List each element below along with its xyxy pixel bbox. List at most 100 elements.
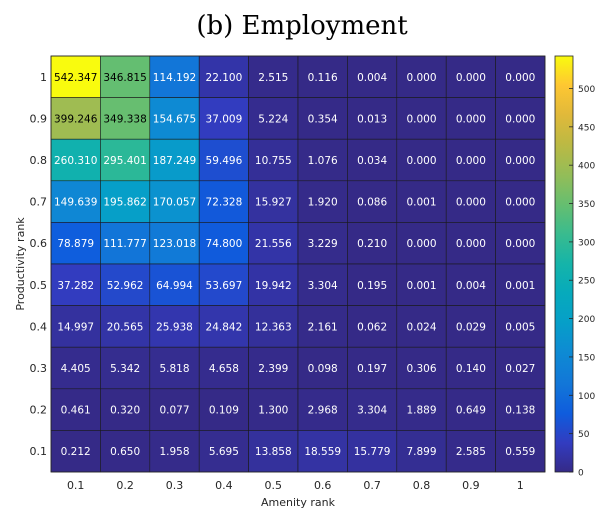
- heatmap-cell-label: 542.347: [54, 72, 97, 84]
- heatmap-cell-label: 78.879: [57, 238, 94, 250]
- heatmap-cell-label: 0.001: [505, 280, 535, 292]
- heatmap-cell: [100, 222, 151, 265]
- heatmap-cell-label: 0.212: [61, 446, 91, 458]
- heatmap-cell: [297, 222, 348, 265]
- heatmap-cell-label: 5.695: [209, 446, 239, 458]
- heatmap-cell-label: 2.161: [308, 321, 338, 333]
- heatmap-cell: [396, 430, 447, 473]
- heatmap-cell-label: 2.968: [308, 405, 338, 417]
- y-tick-label: 0.2: [30, 404, 48, 417]
- heatmap-cell-label: 64.994: [156, 280, 193, 292]
- heatmap-cell: [297, 430, 348, 473]
- heatmap-cell: [149, 138, 200, 182]
- heatmap-cell: [445, 430, 496, 473]
- x-tick-label: 0.2: [116, 479, 134, 492]
- heatmap-cell-label: 5.342: [110, 363, 140, 375]
- heatmap-cell: [198, 55, 249, 98]
- heatmap-cell-label: 0.013: [357, 113, 387, 125]
- heatmap-cell: [198, 263, 249, 306]
- heatmap-cell-label: 0.000: [456, 72, 486, 84]
- heatmap-cell: [347, 180, 398, 223]
- heatmap-cell-label: 52.962: [107, 280, 144, 292]
- heatmap-cell: [347, 305, 398, 348]
- heatmap-cell-label: 25.938: [156, 321, 193, 333]
- heatmap-cell: [495, 222, 546, 265]
- heatmap-cell: [198, 430, 249, 473]
- heatmap-cell-label: 4.658: [209, 363, 239, 375]
- x-tick-label: 0.1: [67, 479, 85, 492]
- heatmap-cell: [445, 222, 496, 265]
- heatmap-cell-label: 349.338: [103, 113, 146, 125]
- y-tick-label: 0.3: [30, 362, 48, 375]
- heatmap-cell-label: 14.997: [57, 321, 94, 333]
- heatmap-cell: [396, 138, 447, 182]
- heatmap-cell-label: 0.210: [357, 238, 387, 250]
- heatmap-cell: [149, 346, 200, 390]
- x-tick-label: 0.8: [413, 479, 431, 492]
- heatmap-cell: [50, 430, 101, 473]
- heatmap-cell-label: 0.077: [159, 405, 189, 417]
- heatmap-cell-label: 5.224: [258, 113, 288, 125]
- y-tick-label: 0.9: [30, 112, 48, 125]
- heatmap-cell: [149, 263, 200, 306]
- heatmap-cell-label: 53.697: [206, 280, 243, 292]
- heatmap-cell-label: 0.004: [456, 280, 486, 292]
- heatmap-cell-label: 37.009: [206, 113, 243, 125]
- heatmap-cell-label: 1.889: [406, 405, 436, 417]
- heatmap-cell: [445, 346, 496, 390]
- heatmap-cell-label: 170.057: [153, 197, 196, 209]
- heatmap-cell: [347, 346, 398, 390]
- heatmap-cell-label: 0.138: [505, 405, 535, 417]
- heatmap-cell-label: 3.229: [308, 238, 338, 250]
- y-tick-label: 0.6: [30, 237, 48, 250]
- heatmap-cell: [396, 97, 447, 140]
- heatmap-cell-label: 0.034: [357, 155, 387, 167]
- x-tick-label: 0.5: [265, 479, 283, 492]
- heatmap-cell: [248, 263, 299, 306]
- heatmap-cell: [149, 97, 200, 140]
- heatmap-cell: [248, 388, 299, 431]
- heatmap-cell: [297, 97, 348, 140]
- heatmap-cell-label: 0.195: [357, 280, 387, 292]
- heatmap-cell-label: 13.858: [255, 446, 292, 458]
- heatmap-cell-label: 59.496: [206, 155, 243, 167]
- heatmap-cell-label: 0.024: [406, 321, 436, 333]
- heatmap-cell-label: 0.004: [357, 72, 387, 84]
- heatmap-cell: [198, 97, 249, 140]
- heatmap-cell: [445, 263, 496, 306]
- heatmap-cell-label: 187.249: [153, 155, 196, 167]
- heatmap-cell: [198, 388, 249, 431]
- colorbar: [554, 55, 574, 473]
- heatmap-cell-label: 0.001: [406, 197, 436, 209]
- heatmap-cell: [100, 430, 151, 473]
- heatmap-cell-label: 22.100: [206, 72, 243, 84]
- heatmap-cell-label: 0.001: [406, 280, 436, 292]
- heatmap-cell-label: 149.639: [54, 197, 97, 209]
- heatmap-cell-label: 4.405: [61, 363, 91, 375]
- heatmap-cell-label: 0.116: [308, 72, 338, 84]
- heatmap-cell-label: 1.920: [308, 197, 338, 209]
- heatmap-cell-label: 19.942: [255, 280, 292, 292]
- heatmap-cell: [396, 222, 447, 265]
- heatmap-cell: [347, 138, 398, 182]
- heatmap-cell: [248, 138, 299, 182]
- colorbar-tick-label: 300: [578, 238, 595, 248]
- heatmap-cell-label: 195.862: [103, 197, 146, 209]
- heatmap-cells: [50, 55, 546, 473]
- heatmap-cell-label: 0.005: [505, 321, 535, 333]
- heatmap-cell-label: 0.027: [505, 363, 535, 375]
- x-tick-label: 0.7: [363, 479, 381, 492]
- heatmap-cell: [347, 430, 398, 473]
- heatmap-cell: [396, 346, 447, 390]
- heatmap-cell-label: 0.354: [308, 113, 338, 125]
- colorbar-tick-label: 100: [578, 392, 595, 402]
- y-tick-label: 0.8: [30, 154, 48, 167]
- heatmap-cell: [100, 346, 151, 390]
- heatmap-cell-label: 0.000: [505, 238, 535, 250]
- heatmap-cell-label: 0.559: [505, 446, 535, 458]
- heatmap-cell-label: 399.246: [54, 113, 98, 125]
- heatmap-cell-label: 0.306: [406, 363, 436, 375]
- heatmap-cell: [100, 55, 151, 98]
- heatmap-cell-label: 0.320: [110, 405, 140, 417]
- y-tick-label: 0.7: [30, 196, 48, 209]
